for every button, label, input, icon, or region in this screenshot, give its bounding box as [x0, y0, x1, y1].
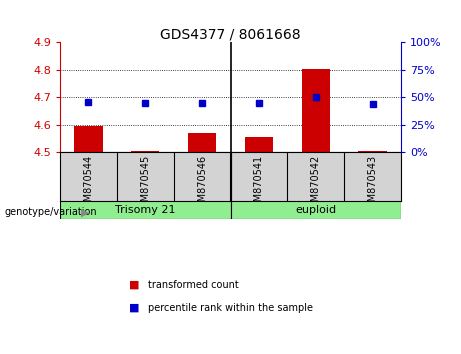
Text: GSM870542: GSM870542: [311, 155, 321, 214]
Text: ▶: ▶: [81, 207, 89, 217]
Bar: [358, 151, 387, 153]
Text: transformed count: transformed count: [148, 280, 238, 290]
Text: Trisomy 21: Trisomy 21: [115, 205, 176, 215]
Text: euploid: euploid: [295, 205, 337, 215]
Text: GSM870544: GSM870544: [83, 155, 94, 214]
Text: GSM870546: GSM870546: [197, 155, 207, 214]
Bar: [188, 133, 216, 153]
Bar: [131, 151, 160, 153]
Bar: [230, 201, 401, 219]
Bar: [74, 126, 102, 153]
Bar: [245, 137, 273, 153]
Bar: [301, 69, 330, 153]
Text: genotype/variation: genotype/variation: [5, 207, 97, 217]
Text: GSM870543: GSM870543: [367, 155, 378, 214]
Text: percentile rank within the sample: percentile rank within the sample: [148, 303, 313, 313]
Text: ■: ■: [129, 303, 140, 313]
Text: GSM870541: GSM870541: [254, 155, 264, 214]
Bar: [60, 201, 230, 219]
Text: ■: ■: [129, 280, 140, 290]
Text: GSM870545: GSM870545: [140, 155, 150, 214]
Title: GDS4377 / 8061668: GDS4377 / 8061668: [160, 27, 301, 41]
